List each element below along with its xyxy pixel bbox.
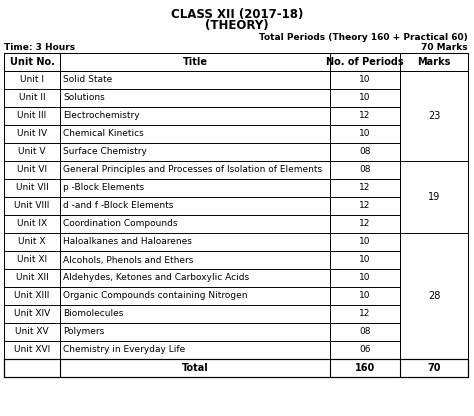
Text: Polymers: Polymers	[63, 327, 104, 337]
Text: Unit XIII: Unit XIII	[14, 292, 50, 300]
Bar	[4, 197, 400, 215]
Bar	[4, 305, 400, 323]
Text: Total: Total	[182, 363, 209, 373]
Text: Coordination Compounds: Coordination Compounds	[63, 220, 177, 228]
Text: 10: 10	[359, 129, 371, 139]
Text: 06: 06	[359, 346, 371, 354]
Text: Unit V: Unit V	[18, 148, 46, 156]
Text: Unit VIII: Unit VIII	[14, 201, 50, 210]
Text: Electrochemistry: Electrochemistry	[63, 111, 140, 121]
Bar	[4, 71, 400, 89]
Text: 160: 160	[355, 363, 375, 373]
Text: Unit XII: Unit XII	[16, 273, 48, 282]
Bar	[4, 125, 400, 143]
Text: Unit XI: Unit XI	[17, 255, 47, 265]
Text: 10: 10	[359, 292, 371, 300]
Text: 70: 70	[427, 363, 441, 373]
Text: Unit XIV: Unit XIV	[14, 310, 50, 319]
Text: 12: 12	[359, 201, 371, 210]
Bar	[4, 323, 400, 341]
Text: Biomolecules: Biomolecules	[63, 310, 123, 319]
Text: Surface Chemistry: Surface Chemistry	[63, 148, 147, 156]
Bar	[4, 53, 468, 71]
Bar	[4, 143, 400, 161]
Text: (THEORY): (THEORY)	[205, 19, 269, 32]
Text: General Principles and Processes of Isolation of Elements: General Principles and Processes of Isol…	[63, 166, 322, 174]
Bar	[4, 107, 400, 125]
Text: 12: 12	[359, 111, 371, 121]
Text: Unit III: Unit III	[18, 111, 46, 121]
Text: Unit IV: Unit IV	[17, 129, 47, 139]
Text: Marks: Marks	[417, 57, 451, 67]
Bar	[4, 287, 400, 305]
Text: 70 Marks: 70 Marks	[421, 43, 468, 52]
Text: Time: 3 Hours: Time: 3 Hours	[4, 43, 75, 52]
Text: Unit II: Unit II	[18, 94, 46, 102]
Text: Unit X: Unit X	[18, 238, 46, 247]
Text: Unit XV: Unit XV	[15, 327, 49, 337]
Text: Haloalkanes and Haloarenes: Haloalkanes and Haloarenes	[63, 238, 192, 247]
Bar	[4, 89, 400, 107]
Text: d -and f -Block Elements: d -and f -Block Elements	[63, 201, 173, 210]
Bar	[4, 359, 468, 377]
Text: Unit VI: Unit VI	[17, 166, 47, 174]
Text: 28: 28	[428, 291, 440, 301]
Bar	[4, 161, 400, 179]
Text: No. of Periods: No. of Periods	[326, 57, 404, 67]
Text: 12: 12	[359, 310, 371, 319]
Text: 08: 08	[359, 166, 371, 174]
Text: Aldehydes, Ketones and Carboxylic Acids: Aldehydes, Ketones and Carboxylic Acids	[63, 273, 249, 282]
Text: Chemical Kinetics: Chemical Kinetics	[63, 129, 144, 139]
Text: 10: 10	[359, 75, 371, 84]
Text: 10: 10	[359, 255, 371, 265]
Text: Unit No.: Unit No.	[9, 57, 55, 67]
Text: 12: 12	[359, 220, 371, 228]
Text: 10: 10	[359, 238, 371, 247]
Text: Title: Title	[182, 57, 208, 67]
Bar	[4, 341, 400, 359]
Text: 10: 10	[359, 273, 371, 282]
Text: 23: 23	[428, 111, 440, 121]
Bar	[400, 71, 468, 161]
Text: 08: 08	[359, 148, 371, 156]
Text: Solid State: Solid State	[63, 75, 112, 84]
Text: 12: 12	[359, 183, 371, 193]
Text: Alcohols, Phenols and Ethers: Alcohols, Phenols and Ethers	[63, 255, 193, 265]
Bar	[4, 215, 400, 233]
Bar	[4, 269, 400, 287]
Text: Unit I: Unit I	[20, 75, 44, 84]
Text: 10: 10	[359, 94, 371, 102]
Bar	[4, 251, 400, 269]
Text: Unit VII: Unit VII	[16, 183, 48, 193]
Text: 19: 19	[428, 192, 440, 202]
Text: 08: 08	[359, 327, 371, 337]
Bar	[4, 233, 400, 251]
Text: Unit XVI: Unit XVI	[14, 346, 50, 354]
Bar	[400, 233, 468, 359]
Text: Solutions: Solutions	[63, 94, 105, 102]
Bar	[400, 161, 468, 233]
Text: p -Block Elements: p -Block Elements	[63, 183, 144, 193]
Text: Total Periods (Theory 160 + Practical 60): Total Periods (Theory 160 + Practical 60…	[259, 33, 468, 42]
Text: Organic Compounds containing Nitrogen: Organic Compounds containing Nitrogen	[63, 292, 247, 300]
Text: Chemistry in Everyday Life: Chemistry in Everyday Life	[63, 346, 185, 354]
Text: Unit IX: Unit IX	[17, 220, 47, 228]
Bar	[4, 179, 400, 197]
Text: CLASS XII (2017-18): CLASS XII (2017-18)	[171, 8, 303, 21]
